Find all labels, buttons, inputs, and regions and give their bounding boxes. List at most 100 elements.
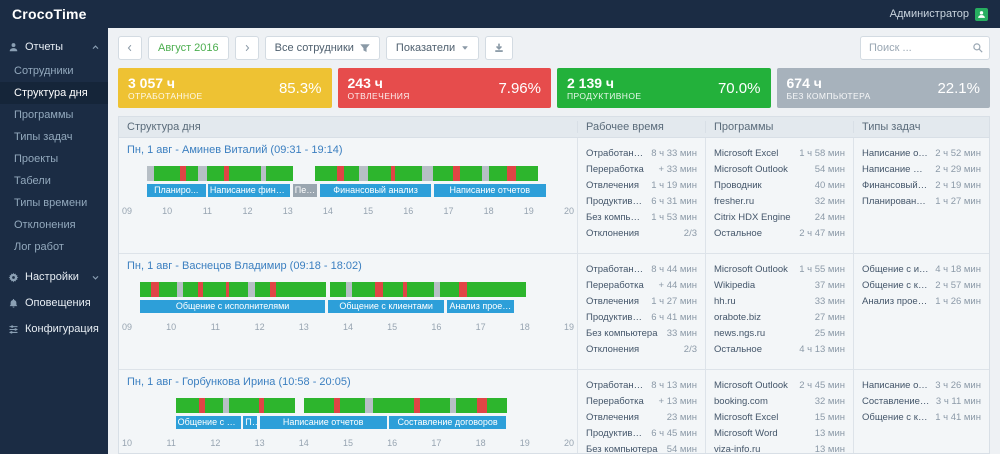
timeline-segment xyxy=(197,166,207,181)
user-avatar-icon xyxy=(975,7,988,21)
task-chip: Финансовый анализ xyxy=(319,184,433,197)
main-content: Август 2016 Все сотрудники Показатели xyxy=(108,28,1000,454)
sidebar-item-work-log[interactable]: Лог работ xyxy=(14,241,64,253)
kpi-card-off-computer[interactable]: 674 ч БЕЗ КОМПЬЮТЕРА 22.1% xyxy=(776,68,990,108)
table-header: Структура дня Рабочее время Программы Ти… xyxy=(118,116,990,138)
timeline-bar xyxy=(175,398,295,413)
timeline-segment xyxy=(255,282,271,297)
timeline-segment xyxy=(467,282,527,297)
timeline-segment xyxy=(439,282,460,297)
sidebar-section-reports[interactable]: Отчеты xyxy=(0,34,108,60)
stat-label: Общение с исполни... xyxy=(862,264,935,275)
employees-filter-button[interactable]: Все сотрудники xyxy=(264,36,380,60)
timeline-segment xyxy=(263,398,295,413)
sidebar-item-task-types[interactable]: Типы задач xyxy=(14,131,73,143)
kpi-card-distractions[interactable]: 243 ч ОТВЛЕЧЕНИЯ 7.96% xyxy=(337,68,551,108)
kpi-text: 243 ч ОТВЛЕЧЕНИЯ xyxy=(348,75,499,101)
timeline-segment xyxy=(180,166,187,181)
timeline-segment xyxy=(395,166,422,181)
sidebar-item-day-structure[interactable]: Структура дня xyxy=(0,82,108,104)
work-time-cell: Отработанное 8 ч 44 мин Переработка + 44 ми… xyxy=(577,254,705,369)
export-button[interactable] xyxy=(485,36,514,60)
stat-value: 3 ч 11 мин xyxy=(935,396,981,407)
stat-row: Переработка + 13 мин xyxy=(586,394,697,410)
stat-label: Переработка xyxy=(586,396,644,407)
sidebar-item-projects[interactable]: Проекты xyxy=(14,153,59,165)
sidebar-section-settings[interactable]: Настройки xyxy=(0,264,108,290)
funnel-icon xyxy=(360,44,370,52)
timeline-segment xyxy=(259,398,264,413)
sidebar-item-deviations[interactable]: Отклонения xyxy=(14,219,76,231)
stat-row: Microsoft Excel 1 ч 58 мин xyxy=(714,146,845,162)
stat-label: Переработка xyxy=(586,280,644,291)
timeline-segment xyxy=(197,282,204,297)
stat-row: Общение с клиента...2 ч 57 мин xyxy=(862,278,981,294)
kpi-card-worked[interactable]: 3 057 ч ОТРАБОТАННОЕ 85.3% xyxy=(118,68,332,108)
stat-label: Проводник xyxy=(714,180,762,191)
stat-row: Citrix HDX Engine 24 мин xyxy=(714,210,845,226)
sidebar-item-time-types[interactable]: Типы времени xyxy=(14,197,88,209)
timeline-segment xyxy=(224,166,229,181)
prev-month-button[interactable] xyxy=(118,36,142,60)
kpi-card-productive[interactable]: 2 139 ч ПРОДУКТИВНОЕ 70.0% xyxy=(557,68,771,108)
stat-value: 23 мин xyxy=(666,412,697,423)
month-selector-button[interactable]: Август 2016 xyxy=(148,36,229,60)
axis-tick: 16 xyxy=(403,206,414,216)
stat-value: 33 мин xyxy=(666,328,697,339)
stat-value: 2 ч 19 мин xyxy=(935,180,981,191)
employee-title-link[interactable]: Пн, 1 авг - Васнецов Владимир (09:18 - 1… xyxy=(127,260,362,272)
timeline-segment xyxy=(375,282,384,297)
employee-title-link[interactable]: Пн, 1 авг - Аминев Виталий (09:31 - 19:1… xyxy=(127,144,343,156)
stat-row: Финансовый анализ2 ч 19 мин xyxy=(862,178,981,194)
stat-value: 2 ч 29 мин xyxy=(935,164,981,175)
timeline-segment xyxy=(359,166,369,181)
axis-tick: 15 xyxy=(363,206,374,216)
task-chip: Написание отчетов xyxy=(433,184,547,197)
task-chip: Общение с исполнителями xyxy=(140,300,326,313)
indicators-dropdown-button[interactable]: Показатели xyxy=(385,36,480,60)
task-chip: Общение с кл... xyxy=(175,416,242,429)
stat-label: Переработка xyxy=(586,164,644,175)
chevron-left-icon xyxy=(127,44,132,52)
timeline-segment xyxy=(337,166,344,181)
timeline-segment xyxy=(314,166,338,181)
axis-tick: 13 xyxy=(254,438,265,448)
stat-row: Отклонения 2/3 xyxy=(586,226,697,242)
sidebar-section-notifications[interactable]: Оповещения xyxy=(0,290,108,316)
sidebar-item-programs[interactable]: Программы xyxy=(14,109,74,121)
stat-label: Написание отчетов xyxy=(862,148,935,159)
stat-row: Отработанное 8 ч 13 мин xyxy=(586,378,697,394)
stat-row: news.ngs.ru 25 мин xyxy=(714,326,845,342)
employee-title-link[interactable]: Пн, 1 авг - Горбункова Ирина (10:58 - 20… xyxy=(127,376,351,388)
timeline-bar xyxy=(330,282,527,297)
timeline-segment xyxy=(402,282,407,297)
kpi-value: 243 ч xyxy=(347,74,383,91)
stat-value: 2 ч 57 мин xyxy=(935,280,981,291)
timeline-segment xyxy=(456,398,477,413)
column-header-programs: Программы xyxy=(705,121,853,133)
stat-label: Microsoft Word xyxy=(714,428,778,439)
stat-label: news.ngs.ru xyxy=(714,328,766,339)
sliders-icon xyxy=(9,324,18,334)
axis-tick: 19 xyxy=(523,206,534,216)
search-input[interactable] xyxy=(860,36,990,60)
sidebar-item-timesheets[interactable]: Табели xyxy=(14,175,51,187)
kpi-value: 3 057 ч xyxy=(128,74,176,91)
timeline-segment xyxy=(151,282,159,297)
indicators-label: Показатели xyxy=(395,42,456,54)
person-icon xyxy=(9,42,18,51)
axis-tick: 11 xyxy=(210,322,221,332)
timeline-task-labels: Общение с исполнителями Общение с клиента… xyxy=(127,300,569,313)
next-month-button[interactable] xyxy=(234,36,259,60)
user-menu[interactable]: Администратор xyxy=(890,7,988,21)
sidebar-item-employees[interactable]: Сотрудники xyxy=(14,65,74,77)
sidebar-section-configuration[interactable]: Конфигурация xyxy=(0,316,108,342)
stat-label: Отработанное xyxy=(586,380,650,391)
stat-label: Продуктивное xyxy=(586,196,649,207)
kpi-value: 674 ч xyxy=(786,74,822,91)
stat-label: Составление догов... xyxy=(862,396,936,407)
timeline-segment xyxy=(266,166,293,181)
column-header-work-time: Рабочее время xyxy=(577,121,705,133)
axis-tick: 17 xyxy=(431,438,442,448)
